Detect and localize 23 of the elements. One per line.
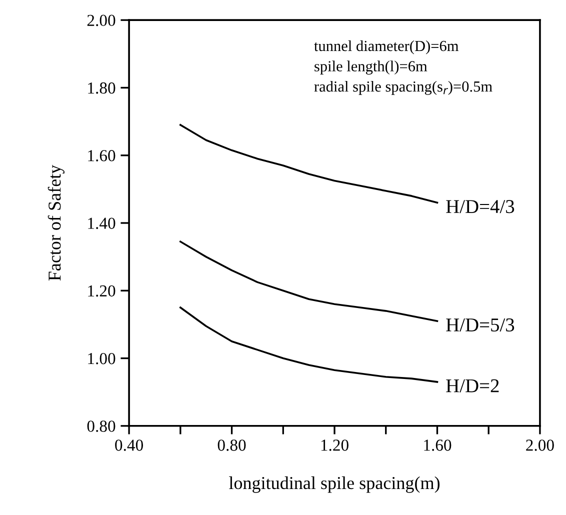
- annotation: spile length(l)=6m: [314, 60, 428, 75]
- x-axis-title: longitudinal spile spacing(m): [229, 476, 440, 493]
- y-tick-label: 1.60: [88, 150, 116, 162]
- annotation: radial spile spacing(s$_{r}$)=0.5m: [314, 80, 492, 95]
- series-label: H/D=2: [446, 379, 499, 392]
- annotation: tunnel diameter(D)=6m: [314, 40, 459, 54]
- y-tick-label: 1.40: [88, 218, 116, 230]
- line-series: [180, 124, 438, 204]
- x-tick-label: 0.80: [218, 440, 246, 451]
- line-series: [180, 240, 438, 322]
- series-label: H/D=4/3: [446, 200, 514, 214]
- x-tick-label: 1.20: [321, 440, 348, 451]
- y-tick-label: 1.20: [88, 285, 116, 297]
- y-tick-label: 1.00: [88, 352, 116, 364]
- line-series: [180, 306, 438, 383]
- y-axis-title: Factor of Safety: [48, 164, 64, 281]
- y-tick-label: 2.00: [87, 14, 116, 26]
- y-tick-label: 1.80: [88, 82, 116, 94]
- series-label: H/D=5/3: [446, 318, 514, 332]
- y-tick-label: 0.80: [87, 420, 116, 432]
- x-tick-label: 0.40: [115, 440, 143, 451]
- x-tick-label: 1.60: [424, 440, 452, 451]
- x-tick-label: 2.00: [526, 440, 554, 451]
